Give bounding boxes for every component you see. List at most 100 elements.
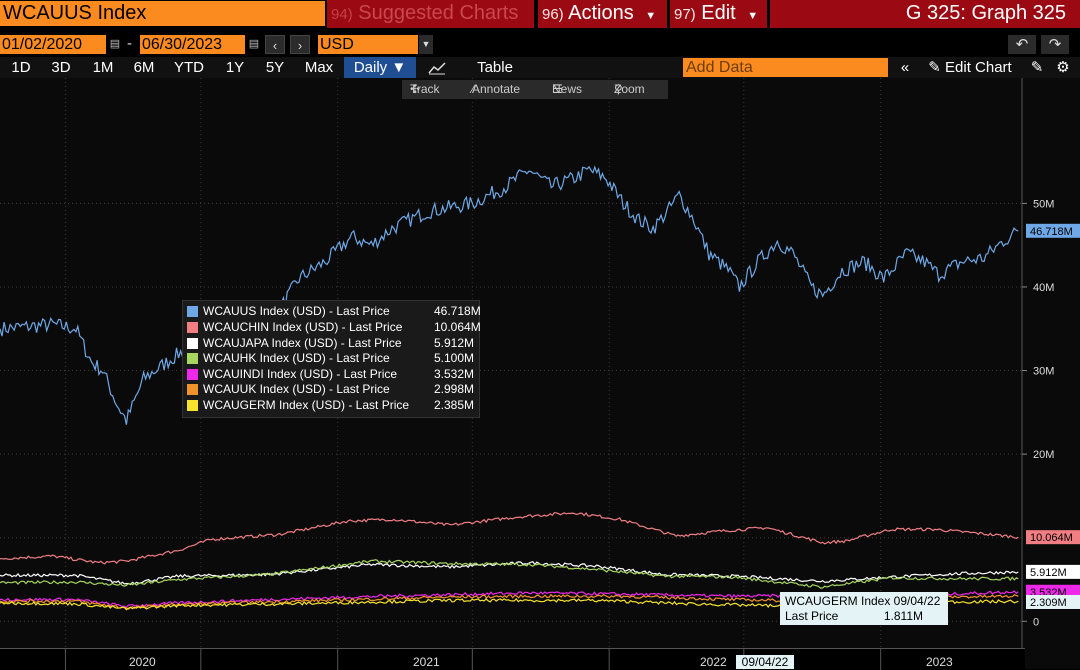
legend-swatch bbox=[187, 369, 198, 380]
legend-label: WCAUINDI Index (USD) - Last Price bbox=[203, 367, 398, 381]
edit-number: 97) bbox=[674, 6, 696, 23]
edit-chart-button[interactable]: ✎ Edit Chart bbox=[920, 57, 1020, 78]
legend-item: WCAUCHIN Index (USD) - Last Price 10.064M bbox=[187, 320, 481, 335]
suggested-charts-menu[interactable]: 94) Suggested Charts bbox=[327, 0, 534, 28]
legend-value: 2.998M bbox=[434, 382, 475, 396]
date-range-separator: - bbox=[127, 35, 132, 52]
edit-label: Edit bbox=[701, 2, 736, 24]
chart-legend[interactable]: WCAUUS Index (USD) - Last Price 46.718M W… bbox=[182, 300, 481, 418]
range-5y-button[interactable]: 5Y bbox=[265, 59, 285, 76]
legend-item: WCAUGERM Index (USD) - Last Price 2.385M bbox=[187, 398, 477, 413]
gear-icon[interactable]: ⚙ bbox=[1056, 59, 1070, 76]
tooltip-value: 1.811M bbox=[883, 609, 923, 623]
collapse-double-chevron-icon[interactable]: « bbox=[900, 59, 910, 76]
series-line bbox=[0, 511, 1019, 565]
security-field[interactable]: WCAUUS Index bbox=[0, 1, 325, 26]
legend-item: WCAUJAPA Index (USD) - Last Price 5.912M bbox=[187, 336, 477, 351]
suggested-charts-label: Suggested Charts bbox=[358, 2, 519, 24]
end-date-field[interactable]: 06/30/2023 bbox=[140, 35, 245, 54]
table-button[interactable]: Table bbox=[477, 59, 513, 76]
chart-area[interactable]: 0 20M 30M 40M 50M 46.718M 10.064M 5.912M 3.532M… bbox=[0, 78, 1080, 669]
edit-caret-icon: ▼ bbox=[747, 10, 759, 22]
annotate-icon: ∕ bbox=[472, 82, 475, 96]
legend-swatch bbox=[187, 322, 198, 333]
news-label: News bbox=[552, 82, 583, 96]
page-title: G 325: Graph 325 bbox=[770, 0, 1080, 28]
range-max-button[interactable]: Max bbox=[304, 59, 334, 76]
frequency-caret-icon: ▼ bbox=[391, 59, 407, 76]
tooltip-title: WCAUGERM Index 09/04/22 bbox=[785, 594, 941, 608]
currency-dropdown-icon[interactable]: ▼ bbox=[419, 35, 433, 54]
range-1y-button[interactable]: 1Y bbox=[225, 59, 245, 76]
x-axis-label: 2022 bbox=[700, 655, 727, 669]
frequency-dropdown[interactable]: Daily ▼ bbox=[344, 57, 416, 78]
date-forward-button[interactable]: › bbox=[290, 35, 310, 54]
redo-icon[interactable]: ↷ bbox=[1041, 35, 1069, 54]
legend-label: WCAUUS Index (USD) - Last Price bbox=[203, 304, 390, 318]
legend-value: 5.912M bbox=[434, 336, 475, 350]
legend-value: 2.385M bbox=[434, 398, 475, 412]
series-lines bbox=[0, 165, 1019, 611]
legend-value: 46.718M bbox=[434, 304, 481, 318]
line-chart-icon[interactable] bbox=[420, 57, 454, 78]
x-axis-label: 2023 bbox=[926, 655, 953, 669]
actions-menu[interactable]: 96) Actions ▼ bbox=[538, 0, 667, 28]
line-chart: 0 20M 30M 40M 50M 46.718M 10.064M 5.912M 3.532M… bbox=[0, 78, 1080, 648]
y-tick-label: 0 bbox=[1033, 616, 1039, 628]
legend-swatch bbox=[187, 338, 198, 349]
currency-field[interactable]: USD bbox=[318, 35, 418, 54]
last-price-tag-label: 46.718M bbox=[1030, 226, 1073, 238]
range-3d-button[interactable]: 3D bbox=[51, 59, 71, 76]
legend-value: 5.100M bbox=[434, 351, 475, 365]
x-axis-label: 2021 bbox=[413, 655, 440, 669]
y-tick-label: 40M bbox=[1033, 282, 1054, 294]
edit-icon[interactable]: ✎ bbox=[1030, 59, 1044, 76]
range-6m-button[interactable]: 6M bbox=[133, 59, 155, 76]
undo-icon[interactable]: ↶ bbox=[1008, 35, 1036, 54]
edit-chart-label: Edit Chart bbox=[945, 59, 1012, 76]
legend-item: WCAUHK Index (USD) - Last Price 5.100M bbox=[187, 351, 477, 366]
legend-value: 3.532M bbox=[434, 367, 475, 381]
last-price-tag-label: 5.912M bbox=[1030, 567, 1067, 579]
range-1m-button[interactable]: 1M bbox=[92, 59, 114, 76]
y-tick-label: 30M bbox=[1033, 366, 1054, 378]
last-price-tag: 2.309M bbox=[1026, 594, 1080, 609]
actions-caret-icon: ▼ bbox=[645, 10, 657, 22]
series-line bbox=[0, 165, 1019, 425]
legend-swatch bbox=[187, 384, 198, 395]
y-axis: 0 20M 30M 40M 50M bbox=[1022, 198, 1054, 628]
hover-tooltip: WCAUGERM Index 09/04/22 Last Price 1.811… bbox=[780, 592, 948, 625]
legend-swatch bbox=[187, 400, 198, 411]
crosshair-icon: ✣ bbox=[410, 82, 421, 96]
y-tick-label: 50M bbox=[1033, 198, 1054, 210]
date-back-button[interactable]: ‹ bbox=[265, 35, 285, 54]
start-calendar-icon[interactable]: ▤ bbox=[109, 38, 121, 50]
news-icon: ☰ bbox=[552, 82, 563, 96]
legend-label: WCAUJAPA Index (USD) - Last Price bbox=[203, 336, 402, 350]
range-1d-button[interactable]: 1D bbox=[11, 59, 31, 76]
edit-menu[interactable]: 97) Edit ▼ bbox=[670, 0, 767, 28]
title-bar: WCAUUS Index 94) Suggested Charts 96) Ac… bbox=[0, 0, 1080, 28]
actions-number: 96) bbox=[542, 6, 564, 23]
range-ytd-button[interactable]: YTD bbox=[174, 59, 204, 76]
chart-tools-bar: ✣ Track ∕ Annotate ☰ News ⚲ Zoom bbox=[402, 80, 668, 99]
x-axis-crosshair-tag: 09/04/22 bbox=[736, 655, 794, 669]
legend-item: WCAUINDI Index (USD) - Last Price 3.532M bbox=[187, 367, 477, 382]
legend-item: WCAUUK Index (USD) - Last Price 2.998M bbox=[187, 382, 477, 397]
last-price-tag: 46.718M bbox=[1026, 223, 1080, 238]
legend-swatch bbox=[187, 353, 198, 364]
range-toolbar: 1D 3D 1M 6M YTD 1Y 5Y Max Daily ▼ Table … bbox=[0, 57, 1080, 78]
last-price-tag: 5.912M bbox=[1026, 564, 1080, 579]
tooltip-label: Last Price bbox=[785, 609, 839, 623]
end-calendar-icon[interactable]: ▤ bbox=[248, 38, 260, 50]
date-controls: 01/02/2020 ▤ - 06/30/2023 ▤ ‹ › USD ▼ ↶ … bbox=[0, 34, 1080, 56]
add-data-field[interactable]: Add Data bbox=[683, 58, 888, 77]
magnifier-icon: ⚲ bbox=[614, 82, 623, 96]
legend-label: WCAUGERM Index (USD) - Last Price bbox=[203, 398, 410, 412]
pencil-icon: ✎ bbox=[928, 59, 941, 76]
suggested-charts-number: 94) bbox=[331, 6, 353, 23]
x-axis-label: 2020 bbox=[129, 655, 156, 669]
start-date-field[interactable]: 01/02/2020 bbox=[0, 35, 106, 54]
legend-label: WCAUHK Index (USD) - Last Price bbox=[203, 351, 390, 365]
